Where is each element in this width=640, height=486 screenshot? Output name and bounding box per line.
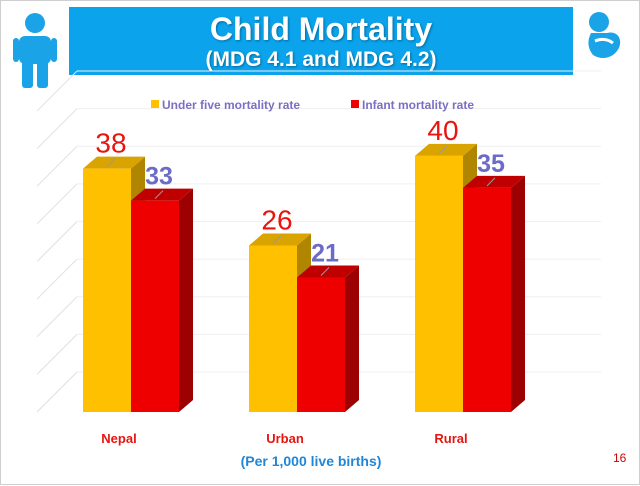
bar-top <box>297 265 359 278</box>
child-icon <box>13 11 57 94</box>
data-label-leader <box>272 235 282 244</box>
data-label-leader <box>438 145 448 155</box>
legend-swatch <box>151 100 159 108</box>
bar-side <box>345 265 359 412</box>
data-label: 40 <box>427 115 458 146</box>
gridline-wall <box>36 183 78 225</box>
bar-top <box>131 188 193 201</box>
legend-label: Infant mortality rate <box>362 98 474 112</box>
bar <box>463 187 511 412</box>
bar <box>415 155 463 413</box>
data-label: 21 <box>311 240 339 268</box>
page-number: 16 <box>613 451 627 465</box>
x-tick-label: Urban <box>266 431 304 446</box>
data-label: 38 <box>95 128 126 159</box>
gridline-wall <box>36 296 78 338</box>
bar-side <box>511 175 525 412</box>
infant-icon <box>581 11 627 66</box>
bar-top <box>415 143 477 156</box>
data-label-leader <box>320 267 330 276</box>
bar-top <box>83 156 145 169</box>
bar <box>83 168 131 412</box>
bar-top <box>249 233 311 246</box>
bar-side <box>179 188 193 412</box>
x-tick-label: Rural <box>434 431 467 446</box>
bar <box>249 245 297 412</box>
title-banner: Child Mortality (MDG 4.1 and MDG 4.2) <box>69 7 573 75</box>
page-title: Child Mortality <box>209 11 433 47</box>
gridline-wall <box>36 371 78 413</box>
legend-label: Under five mortality rate <box>162 98 300 112</box>
units-footnote: (Per 1,000 live births) <box>240 453 382 469</box>
gridline-wall <box>36 258 78 300</box>
data-label: 26 <box>261 204 292 235</box>
data-label: 33 <box>145 163 173 191</box>
bar <box>297 277 345 412</box>
data-label-leader <box>154 190 164 200</box>
bar <box>131 200 179 412</box>
data-label-leader <box>486 177 496 187</box>
gridline-wall <box>36 221 78 262</box>
data-label-leader <box>106 158 116 167</box>
gridline-wall <box>36 108 78 149</box>
bar-top <box>463 175 525 188</box>
x-tick-label: Nepal <box>101 431 136 446</box>
data-label: 35 <box>477 150 505 178</box>
page-subtitle: (MDG 4.1 and MDG 4.2) <box>205 48 437 71</box>
gridline-wall <box>36 70 78 112</box>
gridline-wall <box>36 334 78 375</box>
legend-swatch <box>351 100 359 108</box>
gridline-wall <box>36 145 78 187</box>
